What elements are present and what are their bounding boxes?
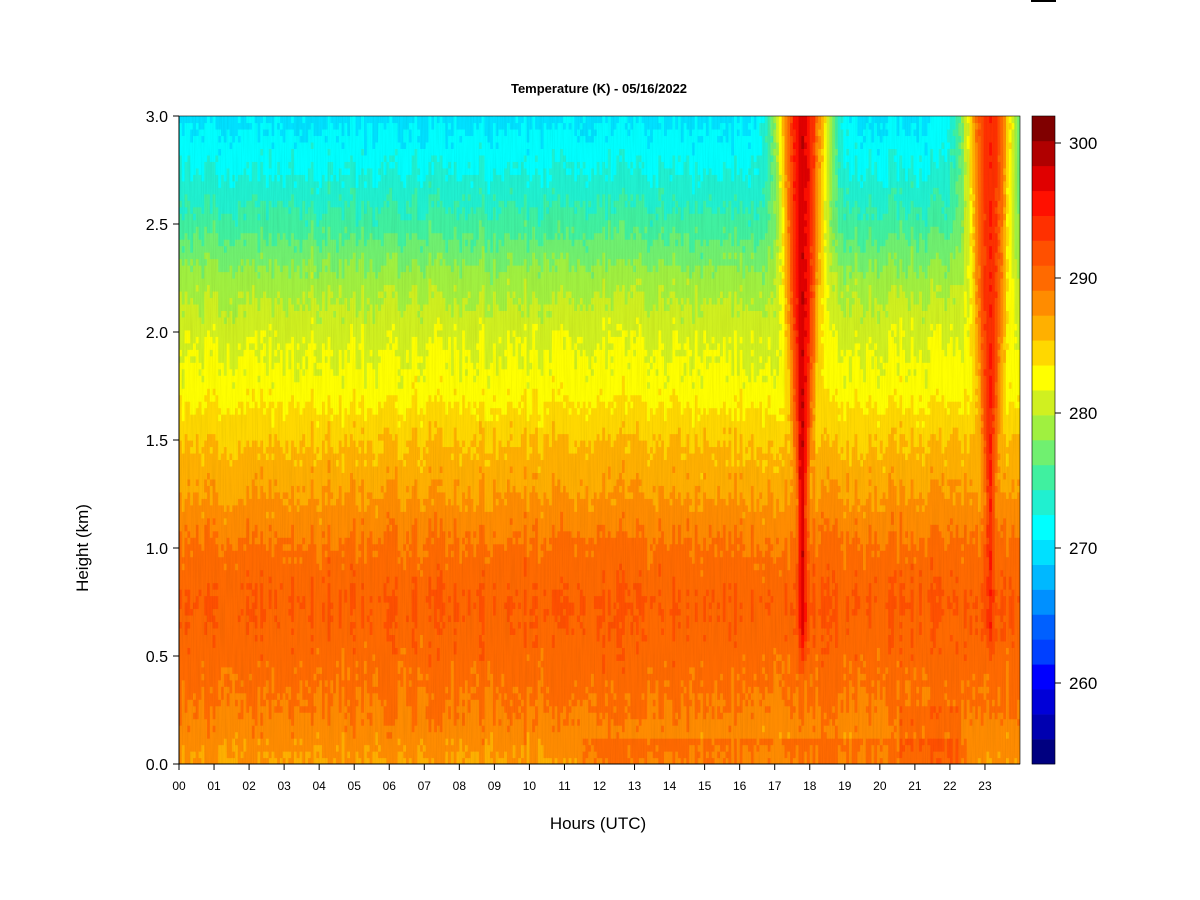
- heatmap-cell: [190, 116, 194, 117]
- heatmap-cell: [265, 116, 270, 117]
- heatmap-cell: [223, 116, 228, 117]
- heatmap-cell: [209, 116, 214, 117]
- heatmap-cell: [268, 116, 273, 117]
- heatmap-cell: [257, 116, 261, 117]
- heatmap-cell: [204, 116, 208, 117]
- heatmap-cell: [291, 116, 295, 117]
- heatmap-cell: [232, 116, 236, 117]
- heatmap-cell: [313, 116, 317, 117]
- heatmap-cell: [263, 116, 267, 117]
- heatmap-cell: [240, 116, 245, 117]
- heatmap-cell: [254, 116, 259, 117]
- heatmap-cell: [246, 116, 250, 117]
- heatmap-cell: [279, 116, 284, 117]
- heatmap-cell: [179, 116, 183, 117]
- heatmap-cell: [195, 116, 200, 117]
- heatmap-cell: [207, 116, 211, 117]
- heatmap-cell: [299, 116, 303, 117]
- heatmap-cell: [235, 116, 239, 117]
- heatmap-cell: [274, 116, 278, 117]
- heatmap-cell: [302, 116, 306, 117]
- heatmap-cell: [221, 116, 225, 117]
- heatmap-cell: [193, 116, 197, 117]
- heatmap-cell: [251, 116, 256, 117]
- heatmap-cell: [181, 116, 186, 117]
- heatmap-cell: [237, 116, 242, 117]
- corner-mark: [1031, 0, 1056, 2]
- heatmap-cell: [305, 116, 309, 117]
- heatmap-cell: [296, 116, 301, 117]
- heatmap-cell: [288, 116, 292, 117]
- heatmap-cell: [310, 116, 315, 117]
- heatmap-cell: [243, 116, 247, 117]
- heatmap-cell: [271, 116, 275, 117]
- heatmap-cell: [198, 116, 203, 117]
- heatmap-cell: [260, 116, 264, 117]
- heatmap-cell: [277, 116, 281, 117]
- heatmap-cell: [218, 116, 222, 117]
- heatmap-cell: [285, 116, 289, 117]
- heatmap-cell: [307, 116, 312, 117]
- heatmap-cell: [201, 116, 205, 117]
- heatmap-cell: [249, 116, 253, 117]
- heatmap-cell: [293, 116, 298, 117]
- heatmap-cell: [187, 116, 191, 117]
- heatmap-cell: [229, 116, 233, 117]
- heatmap-cell: [226, 116, 231, 117]
- heatmap-cell: [215, 116, 219, 117]
- heatmap-cell: [282, 116, 287, 117]
- chart-title: Temperature (K) - 05/16/2022: [511, 81, 687, 96]
- heatmap-cell: [184, 116, 189, 117]
- heatmap-cell: [212, 116, 217, 117]
- plot-area: [178, 115, 1021, 765]
